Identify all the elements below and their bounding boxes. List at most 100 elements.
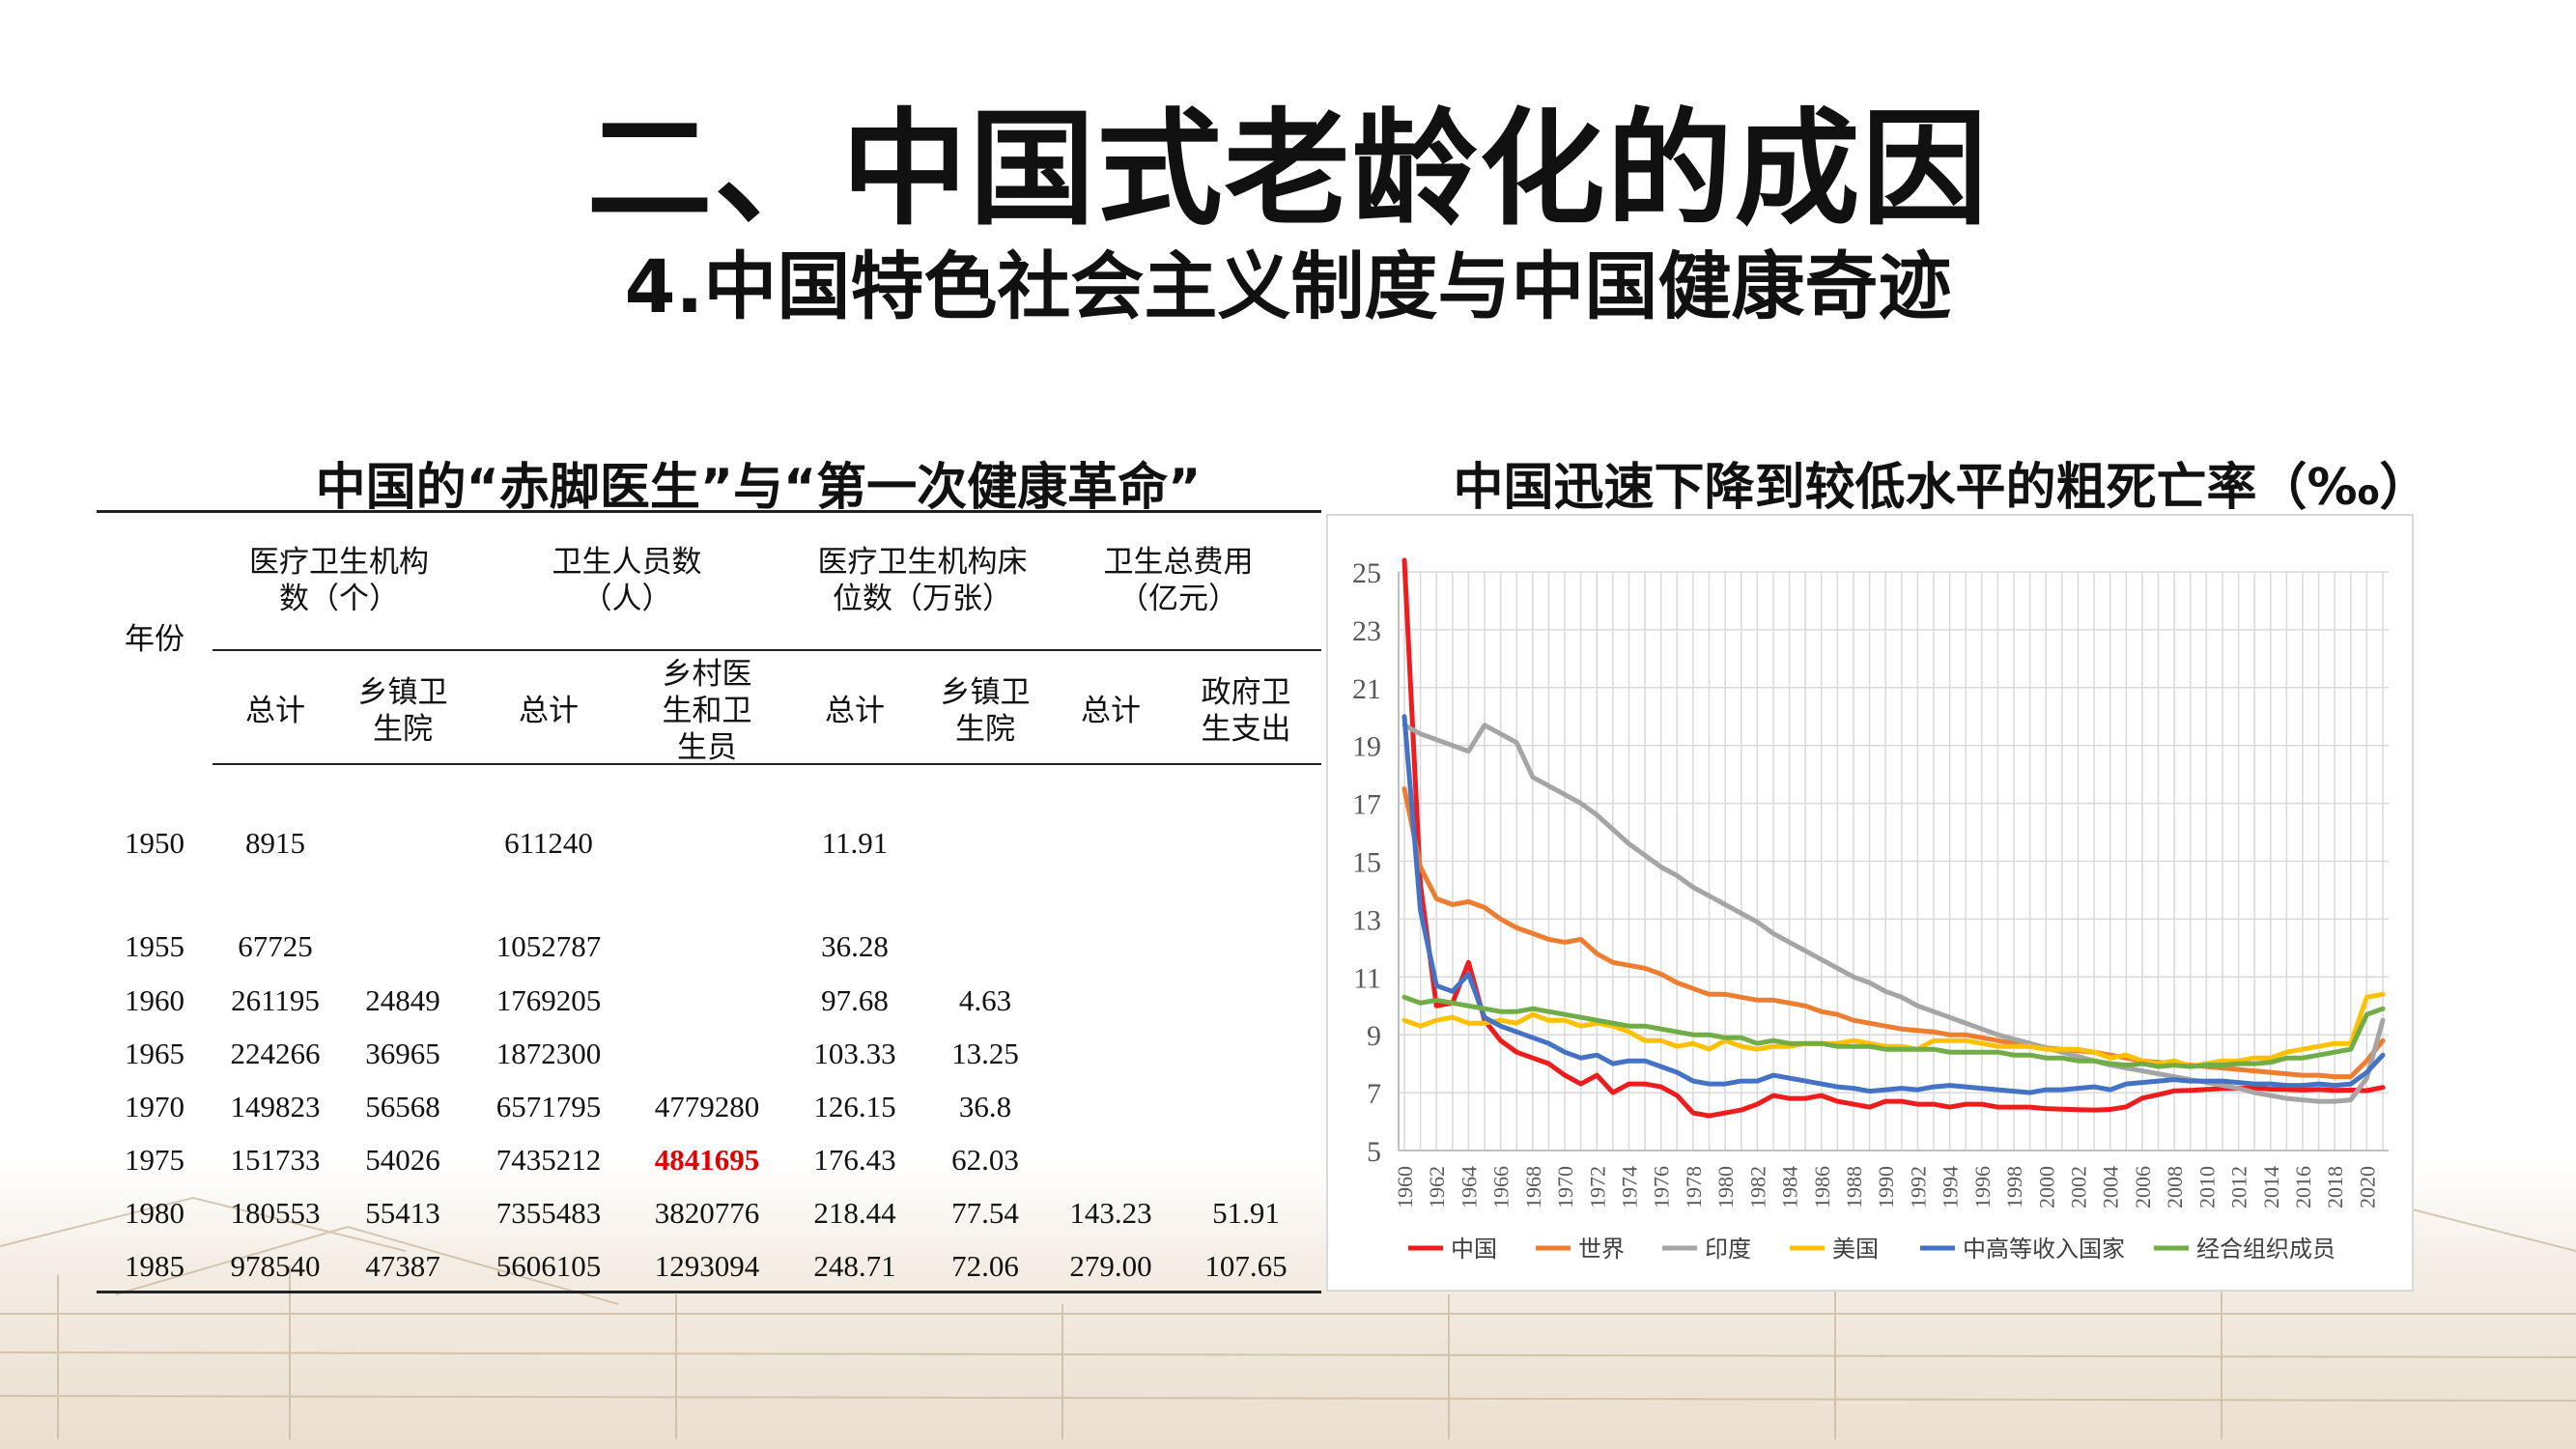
table-cell: 36.8 xyxy=(958,1090,1012,1123)
table-year-cell: 1960 xyxy=(125,983,184,1017)
x-tick-label: 1972 xyxy=(1585,1166,1609,1208)
table-cell: 248.71 xyxy=(813,1249,896,1283)
table-bottom-rule xyxy=(97,1291,1321,1293)
table-group-rule xyxy=(212,649,1321,651)
x-tick-label: 1970 xyxy=(1553,1166,1577,1208)
x-tick-label: 2012 xyxy=(2227,1166,2251,1208)
table-cell: 1293094 xyxy=(654,1249,760,1283)
legend-label: 中高等收入国家 xyxy=(1963,1236,2125,1263)
x-tick-label: 1998 xyxy=(2002,1166,2026,1208)
y-tick-label: 21 xyxy=(1352,673,1381,705)
sub-header: 总计 xyxy=(1081,694,1141,727)
table-cell: 67725 xyxy=(238,929,313,963)
table-cell: 97.68 xyxy=(821,983,889,1017)
y-tick-label: 15 xyxy=(1352,847,1381,879)
table-cell: 24849 xyxy=(365,983,440,1017)
table-cell: 4841695 xyxy=(654,1143,760,1177)
table-cell: 151733 xyxy=(230,1143,321,1177)
table-cell: 279.00 xyxy=(1069,1249,1152,1283)
y-tick-label: 13 xyxy=(1352,904,1381,936)
x-tick-label: 1990 xyxy=(1874,1166,1898,1208)
x-tick-label: 1986 xyxy=(1810,1166,1834,1208)
sub-header: 乡镇卫 生院 xyxy=(357,675,448,746)
x-tick-label: 1962 xyxy=(1425,1166,1449,1208)
death-rate-chart-panel: 5 7 9 11 13 15 17 19 21 23 25 1960 1962 1964 1966 1968 1… xyxy=(1326,514,2414,1292)
table-cell: 4.63 xyxy=(958,983,1012,1017)
x-tick-label: 2004 xyxy=(2099,1166,2123,1208)
table-year-cell: 1980 xyxy=(125,1196,184,1230)
x-tick-label: 2016 xyxy=(2291,1166,2315,1208)
x-tick-label: 1980 xyxy=(1713,1166,1738,1208)
sub-header: 总计 xyxy=(245,694,305,727)
series-line xyxy=(1401,991,2386,1069)
table-cell: 62.03 xyxy=(951,1143,1019,1177)
table-cell: 7355483 xyxy=(495,1196,602,1230)
x-tick-label: 1968 xyxy=(1521,1166,1545,1208)
x-tick-label: 1994 xyxy=(1939,1166,1963,1208)
y-tick-label: 25 xyxy=(1352,557,1381,589)
x-tick-label: 1966 xyxy=(1489,1166,1514,1208)
x-tick-label: 1982 xyxy=(1745,1166,1769,1208)
table-cell: 6571795 xyxy=(495,1090,602,1123)
table-top-rule xyxy=(97,510,1321,513)
x-tick-label: 1996 xyxy=(1970,1166,1995,1208)
table-cell: 72.06 xyxy=(951,1249,1019,1283)
table-cell: 126.15 xyxy=(813,1090,896,1123)
sub-header: 总计 xyxy=(825,694,885,727)
series-line xyxy=(1401,723,2386,1104)
table-cell: 77.54 xyxy=(951,1196,1019,1230)
x-tick-label: 1974 xyxy=(1617,1166,1641,1208)
series-line xyxy=(1401,557,2386,1119)
chart-svg: 5 7 9 11 13 15 17 19 21 23 25 1960 1962 1964 1966 1968 1… xyxy=(1352,557,2389,1263)
sub-header: 乡镇卫 生院 xyxy=(940,675,1031,746)
table-cell: 51.91 xyxy=(1212,1196,1280,1230)
group-header: 医疗卫生机构床 位数（万张） xyxy=(817,545,1028,615)
table-cell: 611240 xyxy=(504,826,593,860)
y-tick-label: 17 xyxy=(1352,789,1381,821)
table-cell: 56568 xyxy=(365,1090,440,1123)
sub-header: 政府卫 生支出 xyxy=(1201,675,1291,746)
table-year-cell: 1985 xyxy=(125,1249,184,1283)
table-cell: 3820776 xyxy=(654,1196,760,1230)
series-line xyxy=(1401,714,2386,1095)
table-cell: 176.43 xyxy=(813,1143,896,1177)
table-cell: 13.25 xyxy=(951,1037,1019,1070)
table-cell: 1769205 xyxy=(495,983,602,1017)
y-tick-label: 5 xyxy=(1367,1136,1381,1168)
group-header: 医疗卫生机构 数（个） xyxy=(249,545,429,615)
x-tick-label: 1992 xyxy=(1906,1166,1930,1208)
table-cell: 8915 xyxy=(245,826,305,860)
table-cell: 180553 xyxy=(230,1196,321,1230)
series-line xyxy=(1401,994,2386,1069)
death-rate-line-chart: 5 7 9 11 13 15 17 19 21 23 25 1960 1962 1964 1966 1968 1… xyxy=(1328,516,2412,1290)
table-cell: 143.23 xyxy=(1069,1196,1152,1230)
sub-header: 总计 xyxy=(519,694,579,727)
table-cell: 261195 xyxy=(231,983,320,1017)
chart-title: 中国迅速下降到较低水平的粗死亡率（‰） xyxy=(1453,459,2430,517)
y-tick-label: 11 xyxy=(1353,962,1381,994)
sub-header: 乡村医 生和卫 生员 xyxy=(662,657,752,764)
page-title: 二、中国式老龄化的成因 xyxy=(586,96,1990,242)
year-header: 年份 xyxy=(125,622,184,656)
table-cell: 7435212 xyxy=(495,1143,602,1177)
table-cell: 36965 xyxy=(365,1037,440,1070)
x-tick-label: 1964 xyxy=(1457,1166,1481,1208)
y-tick-label: 7 xyxy=(1367,1078,1381,1110)
table-cell: 1052787 xyxy=(495,929,602,963)
table-cell: 4779280 xyxy=(654,1090,760,1123)
table-cell: 149823 xyxy=(230,1090,321,1123)
x-tick-label: 1960 xyxy=(1393,1166,1417,1208)
legend-label: 印度 xyxy=(1705,1236,1751,1263)
table-cell: 47387 xyxy=(365,1249,440,1283)
table-cell: 55413 xyxy=(365,1196,440,1230)
x-tick-label: 2020 xyxy=(2355,1166,2379,1208)
health-statistics-table: 年份 医疗卫生机构 数（个） 总计 乡镇卫 生院 卫生人员数 （人） 总计 乡村医 生和卫 … xyxy=(97,510,1321,1302)
x-tick-label: 2010 xyxy=(2194,1166,2219,1208)
x-tick-label: 2006 xyxy=(2131,1166,2155,1208)
table-year-cell: 1970 xyxy=(125,1090,184,1123)
table-cell: 36.28 xyxy=(821,929,889,963)
table-cell: 1872300 xyxy=(495,1037,602,1070)
y-tick-label: 9 xyxy=(1367,1020,1381,1052)
page-subtitle: 4.中国特色社会主义制度与中国健康奇迹 xyxy=(624,243,1952,329)
table-cell: 54026 xyxy=(365,1143,440,1177)
